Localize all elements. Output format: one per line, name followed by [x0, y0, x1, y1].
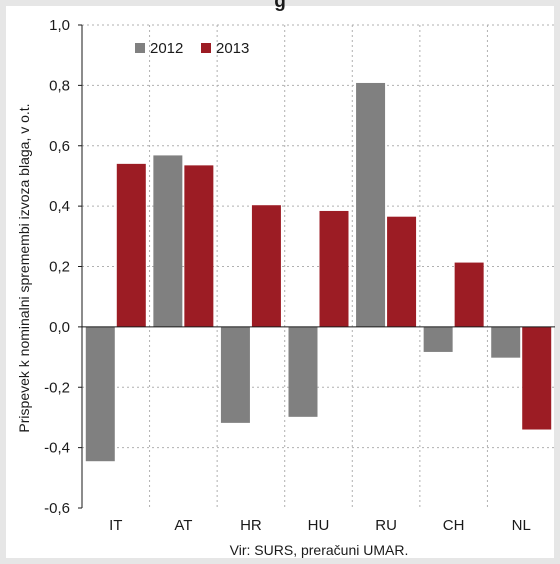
x-tick-label: HU	[308, 517, 330, 534]
bar-2012-HU	[288, 326, 318, 417]
legend-swatch-2013	[201, 43, 211, 53]
y-axis-label: Prispevek k nominalni spremembi izvoza b…	[16, 103, 32, 432]
y-tick-label: 0,8	[49, 77, 70, 94]
bar-2013-HU	[319, 210, 349, 327]
y-tick-label: -0,4	[44, 440, 70, 457]
bar-2013-CH	[454, 262, 484, 327]
legend-label-2012: 2012	[150, 40, 183, 57]
bar-2012-NL	[491, 326, 521, 358]
bar-2012-IT	[85, 326, 115, 462]
y-tick-label: 0,4	[49, 198, 70, 215]
bar-2013-NL	[522, 326, 552, 430]
bar-2012-CH	[423, 326, 453, 352]
bar-2012-RU	[356, 82, 386, 327]
y-tick-label: 0,6	[49, 138, 70, 155]
bar-2012-HR	[220, 326, 250, 423]
x-tick-label: CH	[443, 517, 465, 534]
bar-2013-IT	[116, 163, 146, 327]
y-tick-label: -0,2	[44, 379, 70, 396]
y-tick-label: 1,0	[49, 17, 70, 34]
bar-2013-AT	[184, 165, 214, 327]
bar-2012-AT	[153, 155, 183, 327]
legend-swatch-2012	[135, 43, 145, 53]
y-tick-label: -0,6	[44, 500, 70, 517]
y-tick-label: 0,2	[49, 259, 70, 276]
source-note: Vir: SURS, preračuni UMAR.	[230, 542, 409, 558]
x-tick-label: AT	[174, 517, 192, 534]
y-tick-label: 0,0	[49, 319, 70, 336]
x-tick-label: NL	[512, 517, 531, 534]
bar-2013-RU	[387, 216, 417, 327]
x-tick-label: IT	[109, 517, 122, 534]
chart-title: g	[274, 0, 286, 12]
legend-label-2013: 2013	[216, 40, 249, 57]
bar-2013-HR	[251, 205, 281, 327]
x-tick-label: HR	[240, 517, 262, 534]
x-tick-label: RU	[375, 517, 397, 534]
